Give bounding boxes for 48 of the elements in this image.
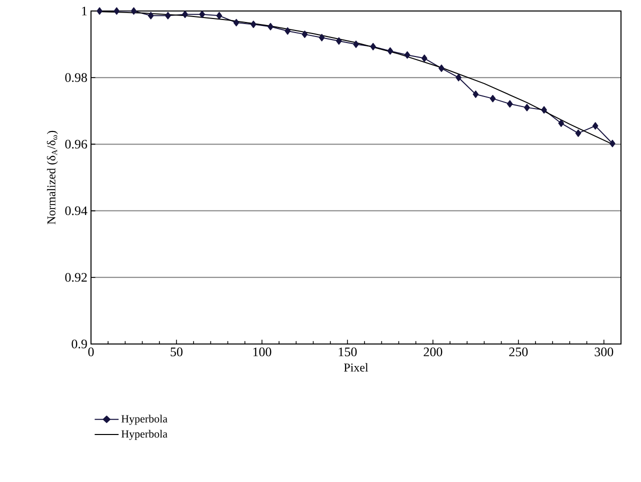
y-tick-label: 0.98	[65, 73, 87, 82]
point	[250, 20, 256, 28]
point	[506, 100, 513, 108]
point	[472, 90, 479, 98]
point	[370, 42, 376, 50]
x-tick-label: 300	[594, 348, 614, 356]
point	[575, 130, 582, 137]
point	[199, 10, 206, 18]
point	[148, 12, 154, 20]
point	[541, 106, 547, 114]
y-axis-title: Normalized (δ$_{A}$/δ$_{ω}$)	[46, 130, 58, 224]
y-tick-label: 0.9	[72, 340, 87, 348]
x-axis-title: Pixel	[344, 363, 368, 372]
point	[592, 122, 598, 130]
point	[268, 22, 274, 30]
point	[524, 104, 530, 112]
point	[404, 51, 410, 59]
x-tick-label: 100	[253, 348, 272, 356]
x-tick-label: 200	[424, 348, 442, 356]
point	[114, 7, 120, 15]
point	[421, 54, 428, 62]
legend-label: Hyperbola	[121, 430, 168, 440]
y-tick-label: 0.92	[65, 272, 87, 282]
point	[490, 94, 496, 102]
x-tick-label: 250	[509, 348, 528, 356]
x-tick-label: 150	[338, 348, 357, 356]
point	[610, 140, 616, 148]
y-tick-label: 1	[82, 6, 87, 16]
point	[165, 12, 171, 20]
point	[182, 10, 188, 18]
point	[456, 74, 462, 82]
y-tick-label: 0.94	[65, 206, 88, 216]
y-tick-label: 0.96	[65, 140, 88, 149]
point	[438, 64, 444, 72]
point	[96, 7, 102, 15]
point	[558, 120, 564, 127]
point	[130, 7, 137, 15]
x-tick-label: 0	[88, 348, 94, 356]
legend-label: Hyperbola	[121, 414, 168, 425]
point	[353, 40, 359, 48]
point	[387, 47, 394, 55]
point	[284, 27, 291, 35]
point	[336, 37, 342, 45]
point	[318, 34, 325, 42]
point	[216, 12, 222, 20]
point	[233, 18, 240, 26]
x-tick-label: 50	[170, 348, 182, 356]
point	[302, 30, 308, 38]
